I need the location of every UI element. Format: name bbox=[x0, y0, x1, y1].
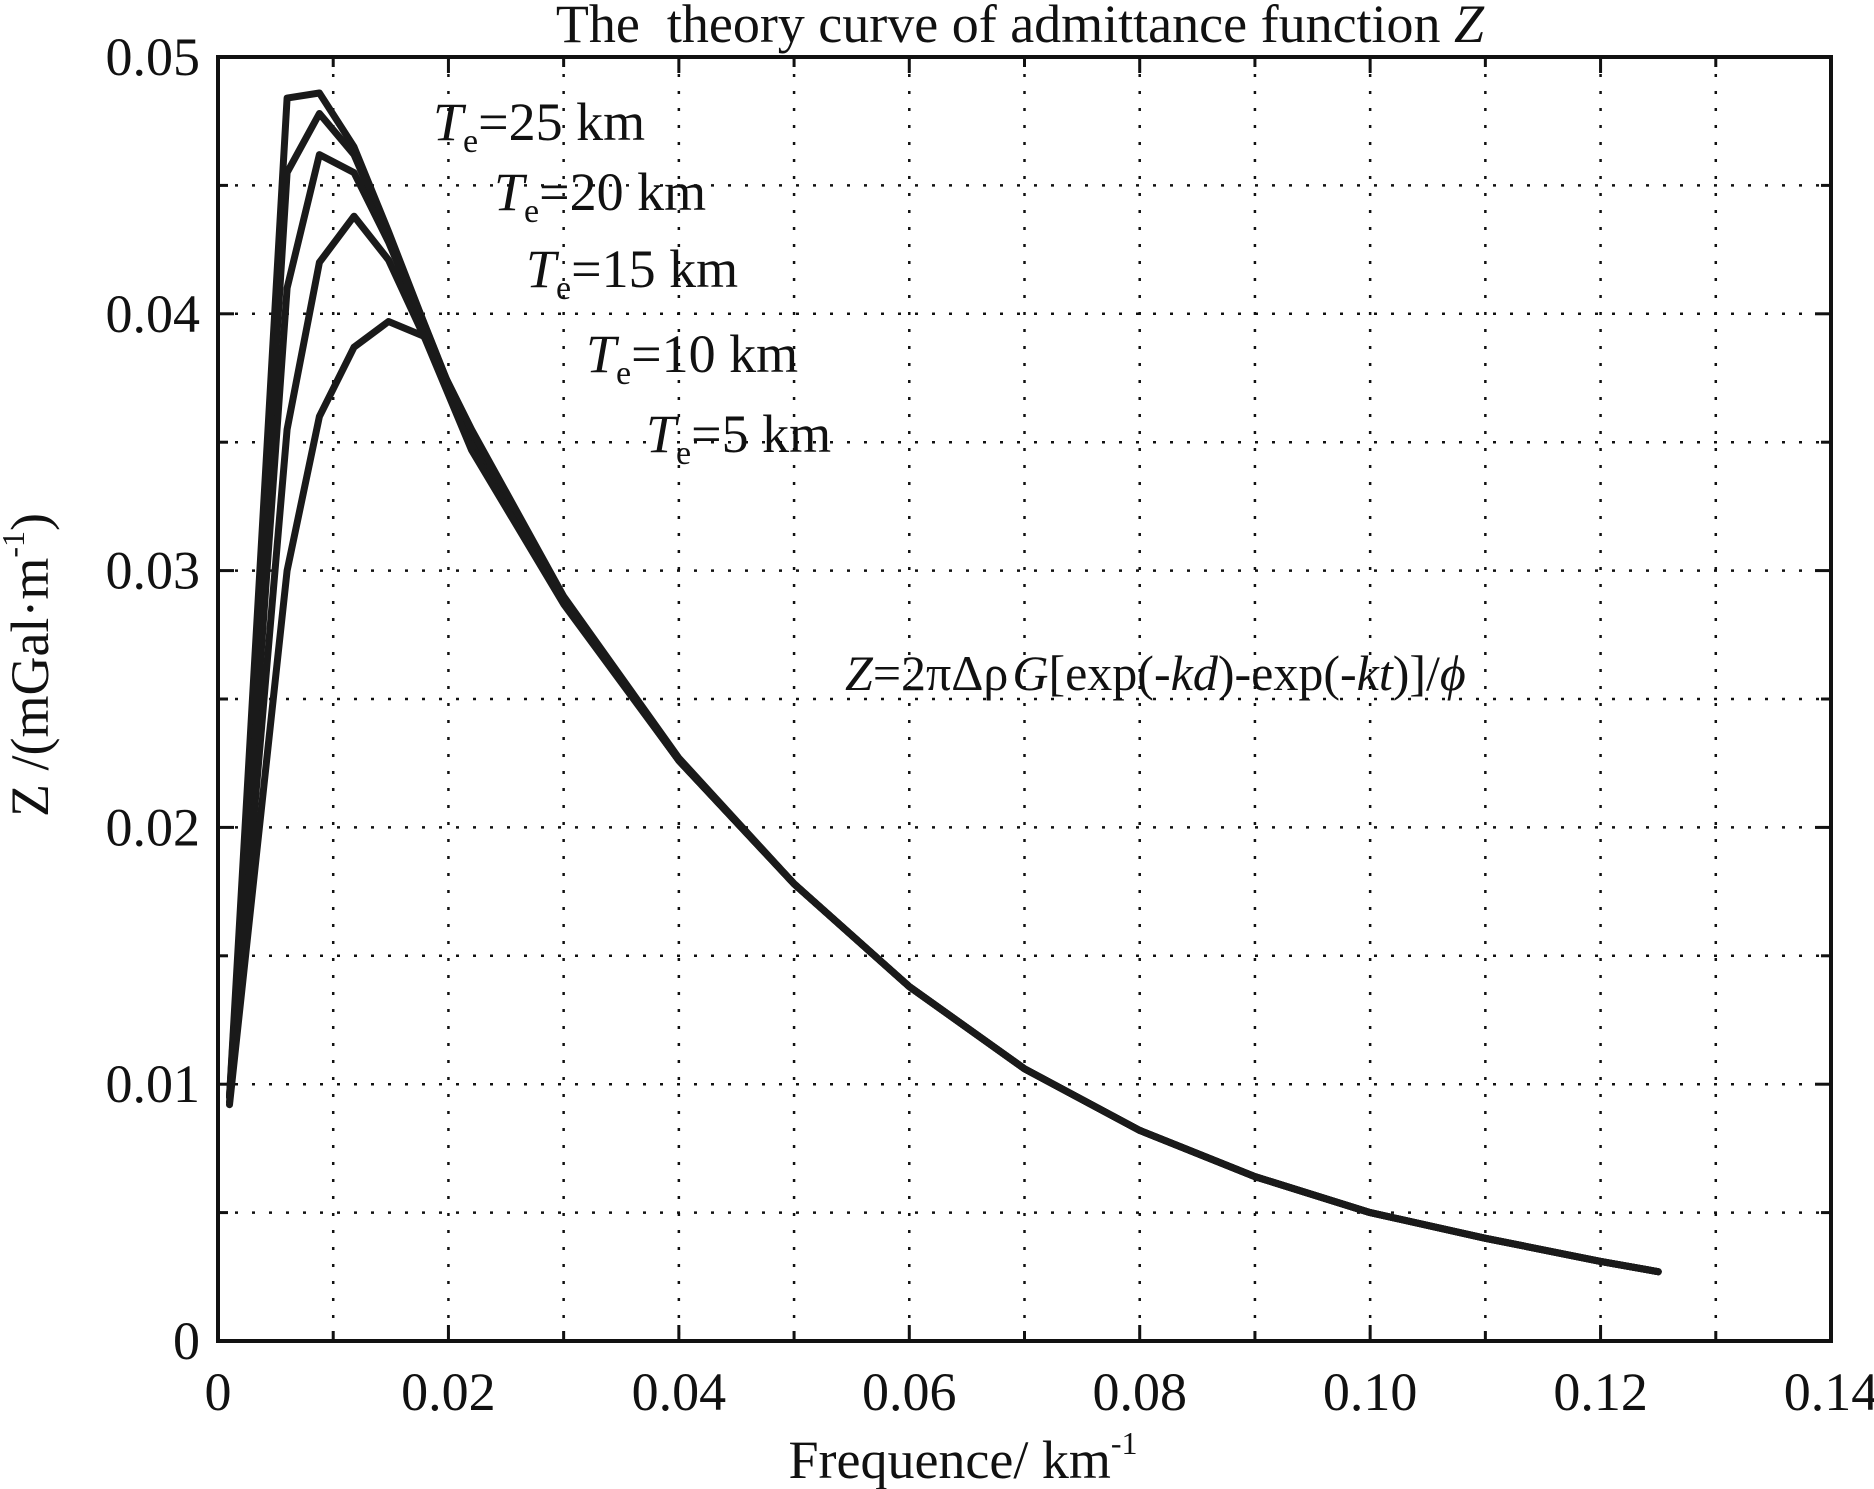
y-tick-label: 0 bbox=[173, 1311, 200, 1371]
y-tick-label: 0.04 bbox=[106, 284, 201, 344]
x-tick-label: 0.14 bbox=[1784, 1362, 1874, 1422]
series-label: Te=5 km bbox=[646, 404, 831, 472]
grid-lines bbox=[218, 57, 1831, 1341]
series-label: Te=15 km bbox=[526, 239, 738, 307]
axis-ticks: 0 0.02 0.04 0.06 0.08 0.10 0.12 0.14 0 0.01 0.02 0.… bbox=[106, 27, 1874, 1422]
series-line bbox=[226, 318, 1662, 1276]
x-tick-label: 0.04 bbox=[632, 1362, 727, 1422]
series-line bbox=[226, 151, 1662, 1276]
plot-frame bbox=[216, 55, 1833, 1343]
y-tick-label: 0.02 bbox=[106, 797, 201, 857]
x-tick-label: 0.10 bbox=[1323, 1362, 1418, 1422]
series-label: Te=25 km bbox=[433, 92, 645, 160]
y-axis-label: Z /(mGal·m-1) bbox=[0, 513, 60, 817]
x-tick-label: 0.06 bbox=[862, 1362, 957, 1422]
x-tick-label: 0.02 bbox=[401, 1362, 496, 1422]
series-label: Te=20 km bbox=[494, 162, 706, 230]
series-lines bbox=[226, 89, 1662, 1276]
formula-annotation: Z=2πΔρG[exp(-kd)-exp(-kt)]/ϕ bbox=[845, 645, 1466, 701]
x-tick-label: 0 bbox=[205, 1362, 232, 1422]
y-tick-label: 0.03 bbox=[106, 541, 201, 601]
x-tick-label: 0.12 bbox=[1553, 1362, 1648, 1422]
y-tick-label: 0.01 bbox=[106, 1054, 201, 1114]
chart-title: The theory curve of admittance function … bbox=[556, 0, 1485, 54]
x-axis-label: Frequence/ km-1 bbox=[788, 1425, 1137, 1489]
series-label: Te=10 km bbox=[586, 324, 798, 392]
x-tick-label: 0.08 bbox=[1092, 1362, 1187, 1422]
y-tick-label: 0.05 bbox=[106, 27, 201, 87]
